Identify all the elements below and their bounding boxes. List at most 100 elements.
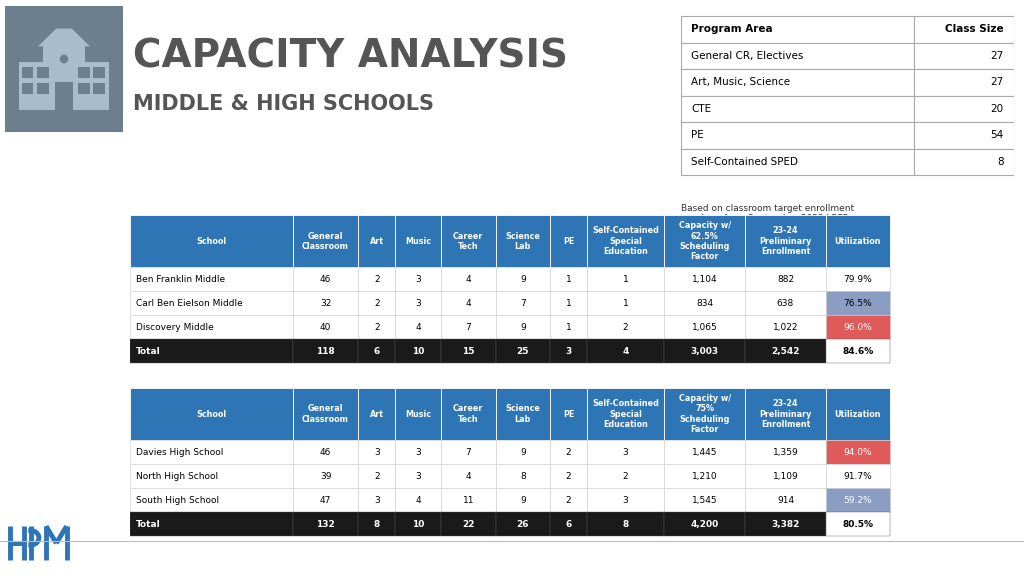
Bar bbox=[913, 16, 1014, 43]
Text: PE: PE bbox=[563, 410, 574, 419]
Text: 3: 3 bbox=[416, 448, 421, 457]
Text: 132: 132 bbox=[316, 520, 335, 529]
Bar bbox=[745, 488, 826, 512]
Bar bbox=[130, 388, 293, 440]
Bar bbox=[22, 67, 34, 78]
Text: Career
Tech: Career Tech bbox=[453, 404, 483, 424]
Text: 9: 9 bbox=[520, 323, 525, 332]
Bar bbox=[913, 43, 1014, 69]
Bar bbox=[37, 83, 49, 94]
Bar bbox=[76, 62, 109, 109]
Text: 1,545: 1,545 bbox=[692, 496, 718, 505]
Bar bbox=[681, 122, 913, 149]
Bar bbox=[78, 67, 90, 78]
Text: 1: 1 bbox=[565, 323, 571, 332]
Text: 1: 1 bbox=[565, 275, 571, 284]
Bar bbox=[78, 83, 90, 94]
Text: 4: 4 bbox=[466, 299, 471, 308]
Bar bbox=[826, 267, 890, 291]
Bar bbox=[913, 96, 1014, 122]
Text: MIDDLE & HIGH SCHOOLS: MIDDLE & HIGH SCHOOLS bbox=[133, 94, 434, 115]
Bar bbox=[913, 69, 1014, 96]
Bar bbox=[826, 388, 890, 440]
Bar bbox=[293, 440, 358, 464]
Text: 3: 3 bbox=[374, 448, 380, 457]
Text: Ben Franklin Middle: Ben Franklin Middle bbox=[136, 275, 225, 284]
Text: PE: PE bbox=[563, 237, 574, 246]
Text: 3: 3 bbox=[565, 347, 571, 356]
Text: 94.0%: 94.0% bbox=[844, 448, 872, 457]
Bar bbox=[745, 315, 826, 339]
Bar bbox=[293, 215, 358, 267]
Text: 3: 3 bbox=[374, 496, 380, 505]
Text: Total: Total bbox=[136, 520, 161, 529]
Text: 2: 2 bbox=[374, 323, 380, 332]
Bar bbox=[358, 512, 395, 536]
Bar bbox=[358, 488, 395, 512]
Text: 4: 4 bbox=[466, 275, 471, 284]
Bar bbox=[395, 291, 441, 315]
Text: Music: Music bbox=[406, 410, 431, 419]
Text: 3,382: 3,382 bbox=[771, 520, 800, 529]
Bar bbox=[665, 291, 745, 315]
Text: 638: 638 bbox=[777, 299, 794, 308]
Bar bbox=[54, 82, 74, 109]
Bar bbox=[550, 315, 587, 339]
Bar bbox=[358, 315, 395, 339]
Bar bbox=[496, 315, 550, 339]
Bar bbox=[496, 512, 550, 536]
Bar bbox=[293, 388, 358, 440]
Text: 4: 4 bbox=[416, 323, 421, 332]
Text: 1,065: 1,065 bbox=[692, 323, 718, 332]
Text: 59.2%: 59.2% bbox=[844, 496, 872, 505]
Bar bbox=[395, 512, 441, 536]
Bar bbox=[826, 488, 890, 512]
Text: Career
Tech: Career Tech bbox=[453, 232, 483, 251]
Text: 20: 20 bbox=[990, 104, 1004, 114]
Text: 3: 3 bbox=[416, 299, 421, 308]
Bar bbox=[358, 267, 395, 291]
Bar bbox=[826, 339, 890, 363]
Bar bbox=[745, 267, 826, 291]
Bar bbox=[745, 512, 826, 536]
Bar bbox=[293, 267, 358, 291]
Text: Discovery Middle: Discovery Middle bbox=[136, 323, 214, 332]
Bar bbox=[395, 267, 441, 291]
Text: Art: Art bbox=[370, 237, 384, 246]
Text: 1,445: 1,445 bbox=[692, 448, 718, 457]
Bar bbox=[826, 512, 890, 536]
Bar bbox=[130, 315, 293, 339]
Bar bbox=[745, 339, 826, 363]
Bar bbox=[441, 315, 496, 339]
Bar bbox=[665, 440, 745, 464]
Bar bbox=[745, 215, 826, 267]
Text: 4,200: 4,200 bbox=[690, 520, 719, 529]
Text: 39: 39 bbox=[319, 472, 332, 480]
Text: School: School bbox=[197, 410, 226, 419]
Bar bbox=[587, 464, 665, 488]
Bar bbox=[130, 339, 293, 363]
Bar bbox=[496, 464, 550, 488]
Bar bbox=[745, 440, 826, 464]
Bar bbox=[358, 464, 395, 488]
Text: School: School bbox=[197, 237, 226, 246]
Bar bbox=[395, 440, 441, 464]
Bar bbox=[550, 339, 587, 363]
Bar bbox=[293, 512, 358, 536]
Text: Self-Contained SPED: Self-Contained SPED bbox=[691, 157, 798, 167]
Bar bbox=[441, 440, 496, 464]
Text: Carl Ben Eielson Middle: Carl Ben Eielson Middle bbox=[136, 299, 243, 308]
Bar bbox=[665, 215, 745, 267]
Text: 118: 118 bbox=[316, 347, 335, 356]
Text: 32: 32 bbox=[319, 299, 331, 308]
Bar bbox=[496, 440, 550, 464]
Text: Science
Lab: Science Lab bbox=[505, 232, 541, 251]
Text: Self-Contained
Special
Education: Self-Contained Special Education bbox=[592, 399, 659, 429]
Bar bbox=[745, 291, 826, 315]
Text: 2: 2 bbox=[565, 448, 571, 457]
Bar bbox=[665, 488, 745, 512]
Bar bbox=[665, 464, 745, 488]
Text: Music: Music bbox=[406, 237, 431, 246]
Text: Program Area: Program Area bbox=[691, 24, 772, 35]
Text: 10: 10 bbox=[412, 347, 424, 356]
